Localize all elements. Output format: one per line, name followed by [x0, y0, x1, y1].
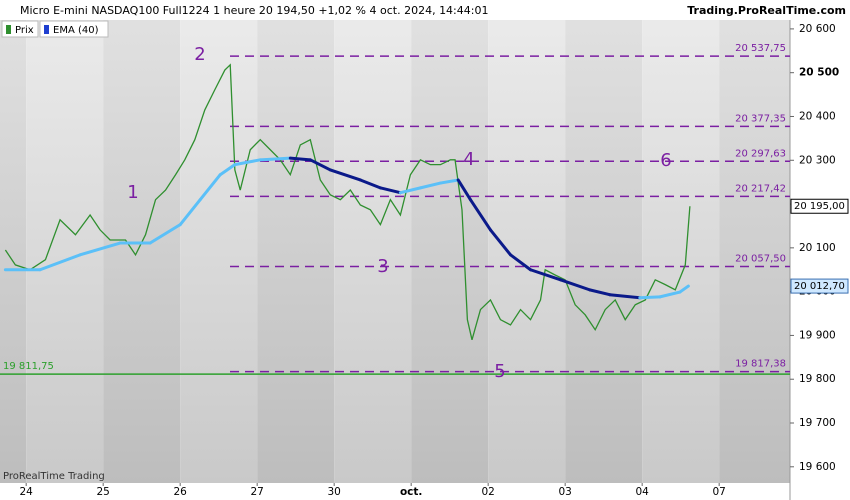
x-tick-label: oct. — [400, 486, 422, 498]
ema-segment — [258, 156, 292, 162]
price-marker — [790, 198, 849, 214]
day-band — [180, 0, 258, 483]
ema-segment — [456, 178, 472, 202]
ema-segment — [588, 288, 612, 297]
price-marker-label: 20 195,00 — [794, 201, 845, 212]
ema-segment — [468, 198, 492, 232]
legend-box — [39, 20, 109, 38]
ema-segment — [358, 178, 382, 190]
ema-segment — [438, 178, 460, 185]
x-tick-label: 26 — [173, 486, 187, 498]
x-tick-label: 27 — [250, 486, 263, 498]
day-band — [565, 0, 643, 483]
chart-title: Micro E-mini NASDAQ100 Full1224 1 heure … — [20, 4, 488, 17]
y-tick-label: 20 300 — [799, 154, 836, 166]
ema-segment — [378, 186, 402, 195]
x-tick-label: 04 — [635, 486, 649, 498]
day-band — [719, 0, 790, 483]
day-band — [26, 0, 104, 483]
ema-segment — [178, 198, 202, 227]
ema-segment — [608, 293, 642, 300]
ema-segment — [488, 228, 512, 257]
wave-label: 5 — [494, 361, 505, 382]
ema-segment — [148, 223, 182, 245]
y-tick-label: 20 600 — [799, 23, 836, 35]
level-label: 19 817,38 — [735, 359, 786, 370]
wave-label: 6 — [660, 150, 671, 171]
level-label: 20 537,75 — [735, 43, 786, 54]
ema-segment — [678, 284, 690, 294]
ema-segment — [529, 268, 563, 282]
y-tick-label: 20 400 — [799, 110, 836, 122]
ema-segment — [559, 278, 592, 292]
ema-segment — [418, 181, 442, 190]
price-line — [4, 63, 691, 340]
price-marker-label: 20 012,70 — [794, 281, 845, 292]
legend-label: Prix — [15, 25, 34, 36]
x-tick-label: 30 — [327, 486, 340, 498]
y-tick-label: 19 800 — [799, 373, 836, 385]
ema-segment — [308, 158, 332, 172]
y-tick-label: 19 700 — [799, 417, 836, 429]
y-tick-label: 20 500 — [799, 67, 839, 79]
ema-segment — [638, 295, 662, 300]
level-label: 20 377,35 — [735, 113, 786, 124]
ema-segment — [218, 163, 237, 177]
y-tick-label: 19 900 — [799, 329, 836, 341]
header-bar — [0, 0, 850, 20]
ema-segment — [78, 241, 122, 257]
wave-label: 1 — [127, 182, 138, 203]
wave-label: 2 — [194, 44, 205, 65]
day-band — [257, 0, 335, 483]
wave-label: 3 — [377, 256, 388, 277]
ema-segment — [38, 253, 82, 272]
day-band — [334, 0, 412, 483]
y-tick-label: 20 100 — [799, 242, 836, 254]
x-tick-label: 24 — [19, 486, 33, 498]
legend-label: EMA (40) — [53, 25, 99, 36]
ema-segment — [398, 186, 422, 195]
level-label: 20 057,50 — [735, 253, 786, 264]
x-tick-label: 03 — [558, 486, 571, 498]
ema-segment — [328, 168, 362, 182]
ema-segment — [658, 290, 682, 299]
legend-icon — [44, 25, 49, 34]
watermark: ProRealTime Trading — [3, 471, 105, 482]
ema-segment — [288, 156, 312, 162]
day-band — [642, 0, 720, 483]
source: Trading.ProRealTime.com — [687, 4, 846, 17]
y-tick-label: 19 600 — [799, 461, 836, 473]
day-band — [0, 0, 27, 483]
ema-segment — [198, 173, 222, 202]
wave-label: 4 — [463, 149, 474, 170]
ema-segment — [508, 253, 533, 272]
support-label: 19 811,75 — [3, 361, 54, 372]
x-tick-label: 07 — [712, 486, 725, 498]
level-label: 20 297,63 — [735, 148, 786, 159]
day-band — [411, 0, 489, 483]
price-marker — [790, 278, 849, 294]
x-tick-label: 02 — [481, 486, 494, 498]
level-label: 20 217,42 — [735, 183, 786, 194]
ema-segment — [233, 158, 262, 167]
x-axis-bar — [0, 483, 850, 500]
legend-icon — [6, 25, 11, 34]
x-tick-label: 25 — [96, 486, 109, 498]
